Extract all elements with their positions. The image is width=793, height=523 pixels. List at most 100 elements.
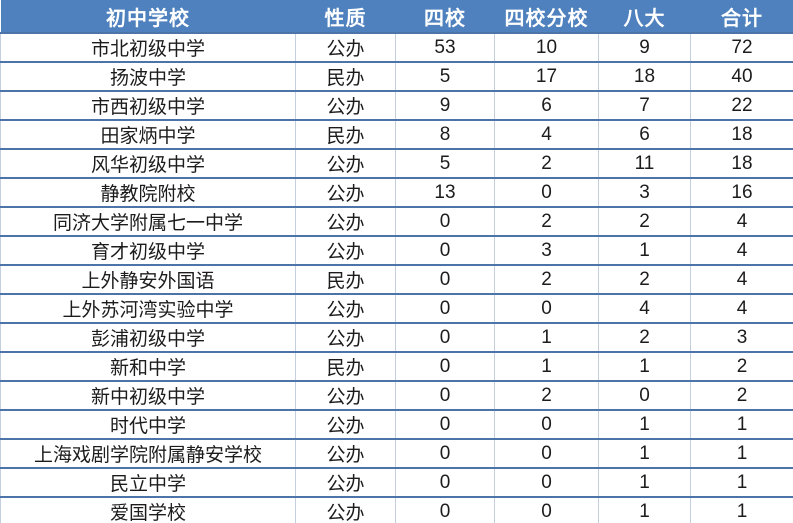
value-cell: 公办 [295,207,396,237]
table-row: 上外静安外国语 民办 0 2 2 4 [0,265,793,295]
value-cell: 2 [598,323,691,353]
value-cell: 1 [690,468,793,498]
value-cell: 6 [494,91,599,121]
table-row: 时代中学 公办 0 0 1 1 [0,410,793,440]
value-cell: 4 [690,294,793,324]
value-cell: 公办 [295,236,396,266]
school-name-cell: 上海戏剧学院附属静安学校 [0,439,296,469]
value-cell: 0 [494,410,599,440]
value-cell: 2 [598,265,691,295]
school-name-cell: 新和中学 [0,352,296,382]
value-cell: 公办 [295,468,396,498]
value-cell: 1 [598,352,691,382]
school-name-cell: 彭浦初级中学 [0,323,296,353]
value-cell: 公办 [295,33,396,63]
value-cell: 9 [598,33,691,63]
value-cell: 7 [598,91,691,121]
value-cell: 0 [494,178,599,208]
school-name-cell: 上外静安外国语 [0,265,296,295]
table-row: 扬波中学 民办 5 17 18 40 [0,62,793,92]
school-name-cell: 风华初级中学 [0,149,296,179]
value-cell: 4 [494,120,599,150]
value-cell: 0 [395,323,495,353]
table-row: 新中初级中学 公办 0 2 0 2 [0,381,793,411]
value-cell: 0 [395,410,495,440]
value-cell: 公办 [295,323,396,353]
value-cell: 2 [690,381,793,411]
table-row: 田家炳中学 民办 8 4 6 18 [0,120,793,150]
value-cell: 民办 [295,62,396,92]
value-cell: 4 [690,265,793,295]
value-cell: 16 [690,178,793,208]
value-cell: 18 [690,149,793,179]
value-cell: 公办 [295,497,396,523]
value-cell: 2 [494,207,599,237]
value-cell: 1 [494,352,599,382]
value-cell: 0 [494,294,599,324]
school-name-cell: 市北初级中学 [0,33,296,63]
value-cell: 6 [598,120,691,150]
value-cell: 0 [395,265,495,295]
value-cell: 0 [395,207,495,237]
value-cell: 1 [494,323,599,353]
value-cell: 2 [494,265,599,295]
value-cell: 3 [494,236,599,266]
school-name-cell: 爱国学校 [0,497,296,523]
value-cell: 8 [395,120,495,150]
value-cell: 13 [395,178,495,208]
value-cell: 民办 [295,352,396,382]
value-cell: 公办 [295,410,396,440]
value-cell: 4 [690,207,793,237]
value-cell: 4 [598,294,691,324]
value-cell: 1 [690,410,793,440]
school-name-cell: 同济大学附属七一中学 [0,207,296,237]
value-cell: 0 [494,439,599,469]
value-cell: 18 [598,62,691,92]
school-name-cell: 时代中学 [0,410,296,440]
table-row: 市北初级中学 公办 53 10 9 72 [0,33,793,63]
table-row: 民立中学 公办 0 0 1 1 [0,468,793,498]
table-row: 彭浦初级中学 公办 0 1 2 3 [0,323,793,353]
value-cell: 1 [598,410,691,440]
value-cell: 0 [598,381,691,411]
value-cell: 0 [395,352,495,382]
value-cell: 1 [598,497,691,523]
table-head: 初中学校 性质 四校 四校分校 八大 合计 [0,0,793,34]
value-cell: 0 [494,497,599,523]
value-cell: 公办 [295,178,396,208]
school-name-cell: 民立中学 [0,468,296,498]
value-cell: 2 [690,352,793,382]
value-cell: 公办 [295,381,396,411]
value-cell: 1 [598,439,691,469]
table-body: 市北初级中学 公办 53 10 9 72 扬波中学 民办 5 17 18 40 市西初级中学 公办 9 6 7 2… [0,33,793,523]
school-name-cell: 育才初级中学 [0,236,296,266]
column-header-6: 合计 [690,0,793,34]
table-row: 新和中学 民办 0 1 1 2 [0,352,793,382]
table-header-row: 初中学校 性质 四校 四校分校 八大 合计 [0,0,793,34]
value-cell: 2 [494,381,599,411]
value-cell: 0 [395,236,495,266]
school-name-cell: 扬波中学 [0,62,296,92]
column-header-3: 四校 [395,0,495,34]
column-header-4: 四校分校 [494,0,599,34]
value-cell: 2 [494,149,599,179]
value-cell: 4 [690,236,793,266]
value-cell: 0 [395,294,495,324]
value-cell: 1 [598,468,691,498]
value-cell: 53 [395,33,495,63]
value-cell: 72 [690,33,793,63]
table-row: 静教院附校 公办 13 0 3 16 [0,178,793,208]
table-row: 风华初级中学 公办 5 2 11 18 [0,149,793,179]
value-cell: 1 [690,439,793,469]
value-cell: 公办 [295,294,396,324]
value-cell: 公办 [295,149,396,179]
table-row: 爱国学校 公办 0 0 1 1 [0,497,793,523]
value-cell: 9 [395,91,495,121]
column-header-5: 八大 [598,0,691,34]
school-name-cell: 新中初级中学 [0,381,296,411]
value-cell: 公办 [295,439,396,469]
table-row: 上海戏剧学院附属静安学校 公办 0 0 1 1 [0,439,793,469]
value-cell: 公办 [295,91,396,121]
school-name-cell: 田家炳中学 [0,120,296,150]
